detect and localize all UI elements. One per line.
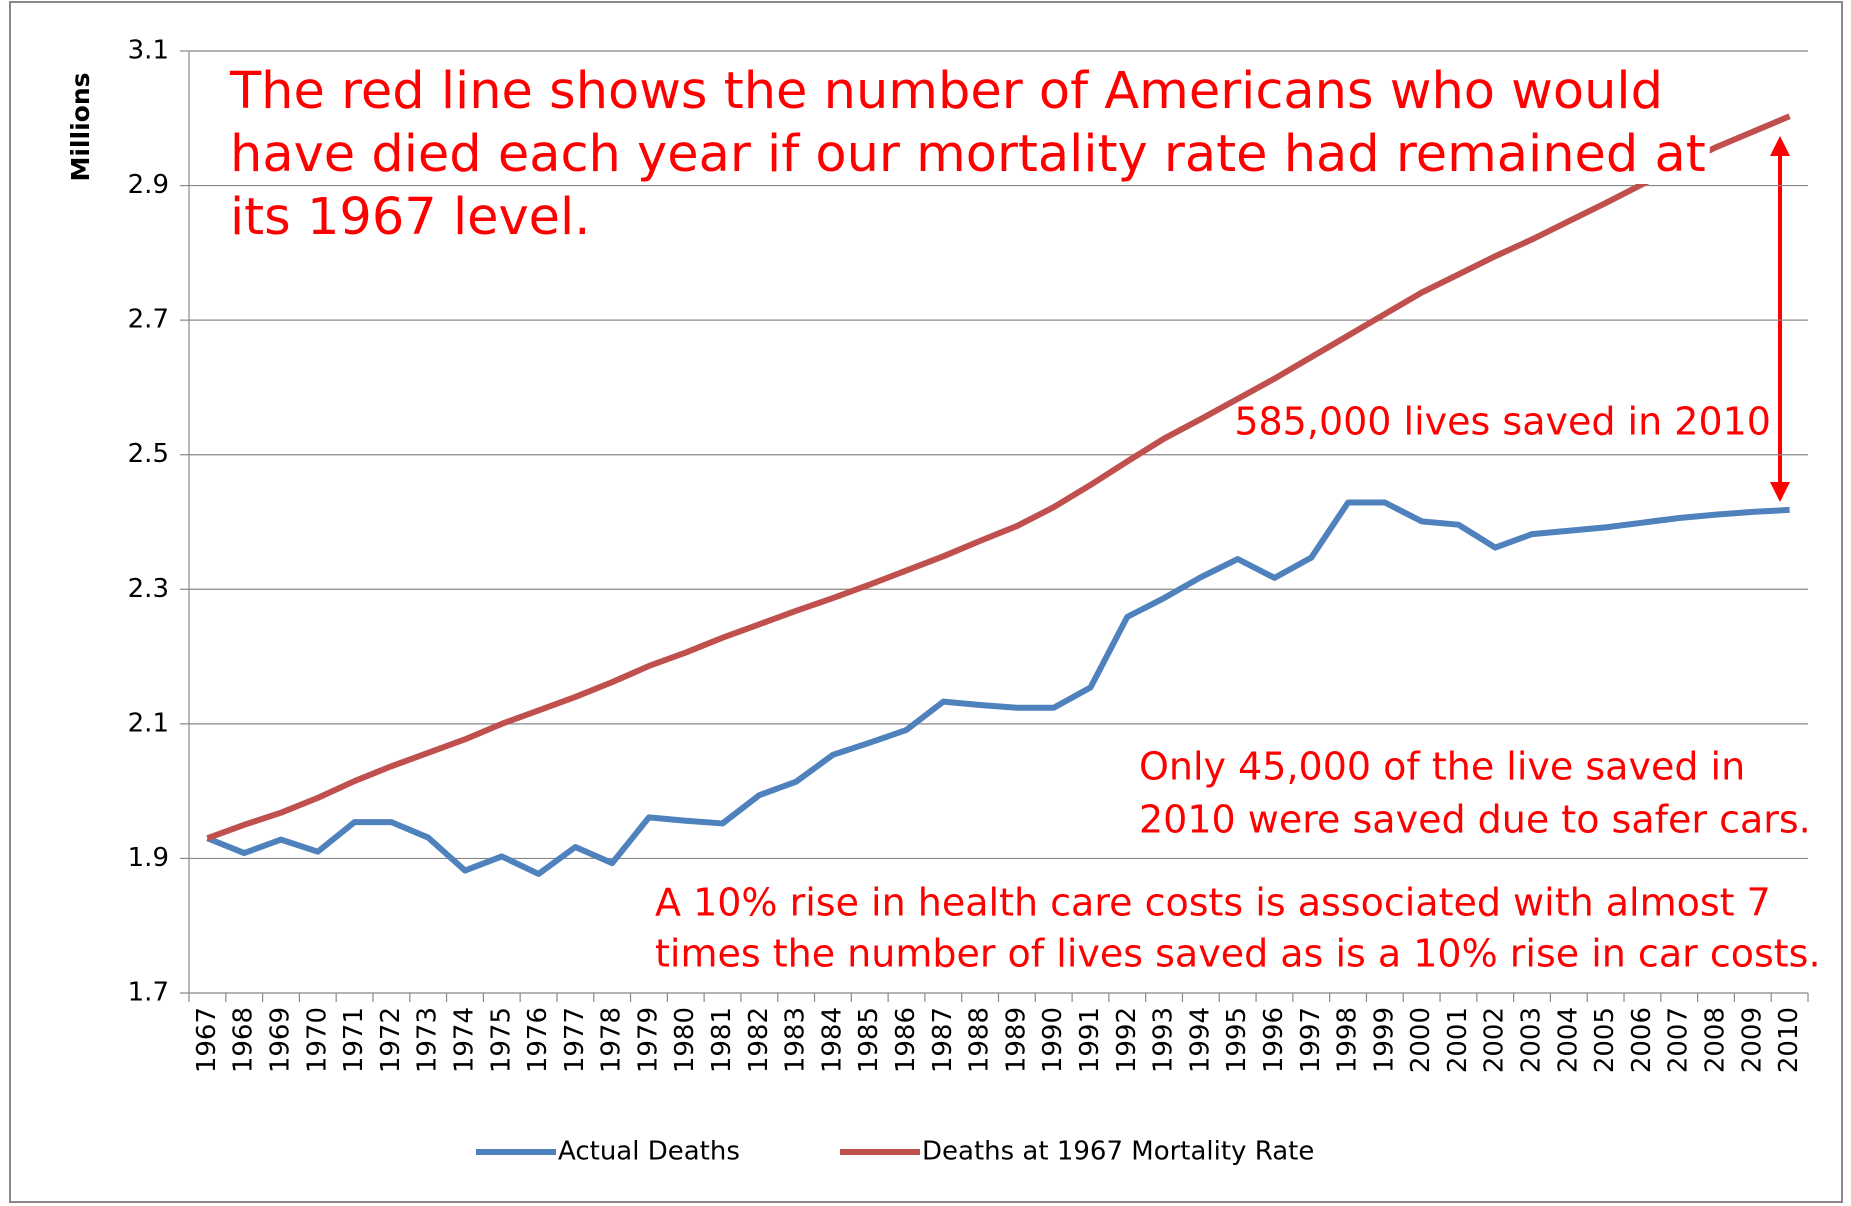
annotation-bg xyxy=(226,125,1710,184)
x-tick-label: 2007 xyxy=(1664,1007,1694,1073)
x-tick-label: 1996 xyxy=(1259,1007,1289,1073)
annotation: Only 45,000 of the live saved in xyxy=(1139,745,1745,789)
x-tick-label: 1974 xyxy=(449,1007,479,1073)
x-tick-label: 2009 xyxy=(1737,1007,1767,1073)
series-line xyxy=(206,113,1791,842)
x-tick-label: 1969 xyxy=(265,1007,295,1073)
y-tick-label: 1.7 xyxy=(128,978,169,1008)
annotation-bg xyxy=(225,62,1667,121)
x-tick-label: 1995 xyxy=(1222,1007,1252,1073)
x-tick-label: 1989 xyxy=(1001,1007,1031,1073)
x-tick-label: 2001 xyxy=(1443,1007,1473,1073)
x-tick-label: 1981 xyxy=(707,1007,737,1073)
y-tick-label: 3.1 xyxy=(128,36,169,66)
x-tick-label: 1987 xyxy=(928,1007,958,1073)
x-tick-label: 1980 xyxy=(670,1007,700,1073)
x-tick-label: 1985 xyxy=(854,1007,884,1073)
x-tick-label: 1997 xyxy=(1296,1007,1326,1073)
y-tick-label: 2.9 xyxy=(128,170,169,200)
x-tick-label: 1977 xyxy=(560,1007,590,1073)
x-tick-label: 1979 xyxy=(633,1007,663,1073)
x-tick-label: 1991 xyxy=(1075,1007,1105,1073)
series-line xyxy=(206,499,1790,877)
annotation: its 1967 level. xyxy=(230,188,590,247)
annotation: A 10% rise in health care costs is assoc… xyxy=(655,881,1771,925)
x-tick-label: 2008 xyxy=(1701,1007,1731,1073)
x-tick-label: 2010 xyxy=(1774,1007,1804,1073)
annotation: have died each year if our mortality rat… xyxy=(230,125,1706,184)
x-tick-label: 2000 xyxy=(1406,1007,1436,1073)
x-tick-label: 2002 xyxy=(1480,1007,1510,1073)
x-tick-label: 1998 xyxy=(1333,1007,1363,1073)
x-tick-label: 1978 xyxy=(597,1007,627,1073)
y-axis-label: Millions xyxy=(66,72,95,181)
y-tick-label: 2.5 xyxy=(128,439,169,469)
annotation: The red line shows the number of America… xyxy=(229,62,1663,121)
x-tick-label: 1975 xyxy=(486,1007,516,1073)
legend-label: Actual Deaths xyxy=(558,1137,740,1167)
x-tick-label: 1968 xyxy=(229,1007,259,1073)
legend-label: Deaths at 1967 Mortality Rate xyxy=(922,1137,1314,1167)
x-tick-label: 1970 xyxy=(302,1007,332,1073)
x-tick-label: 1986 xyxy=(891,1007,921,1073)
annotation-bg xyxy=(226,188,595,247)
x-tick-label: 1982 xyxy=(744,1007,774,1073)
x-tick-label: 1973 xyxy=(413,1007,443,1073)
annotation: times the number of lives saved as is a … xyxy=(655,932,1821,976)
x-tick-label: 1988 xyxy=(965,1007,995,1073)
x-tick-label: 1999 xyxy=(1369,1007,1399,1073)
x-tick-label: 1971 xyxy=(339,1007,369,1073)
y-tick-label: 1.9 xyxy=(128,843,169,873)
annotation: 2010 were saved due to safer cars. xyxy=(1139,798,1811,842)
annotation: 585,000 lives saved in 2010 xyxy=(1234,400,1771,444)
x-tick-label: 1992 xyxy=(1112,1007,1142,1073)
x-tick-label: 1976 xyxy=(523,1007,553,1073)
x-tick-label: 2003 xyxy=(1517,1007,1547,1073)
y-tick-label: 2.1 xyxy=(128,708,169,738)
x-tick-label: 2005 xyxy=(1590,1007,1620,1073)
x-tick-label: 2006 xyxy=(1627,1007,1657,1073)
x-tick-label: 1967 xyxy=(192,1007,222,1073)
x-tick-label: 1990 xyxy=(1038,1007,1068,1073)
x-tick-label: 1984 xyxy=(817,1007,847,1073)
x-tick-label: 1994 xyxy=(1185,1007,1215,1073)
y-tick-label: 2.7 xyxy=(128,305,169,335)
x-tick-label: 1972 xyxy=(376,1007,406,1073)
x-tick-label: 1993 xyxy=(1149,1007,1179,1073)
x-tick-label: 2004 xyxy=(1553,1007,1583,1073)
x-tick-label: 1983 xyxy=(781,1007,811,1073)
y-tick-label: 2.3 xyxy=(128,574,169,604)
